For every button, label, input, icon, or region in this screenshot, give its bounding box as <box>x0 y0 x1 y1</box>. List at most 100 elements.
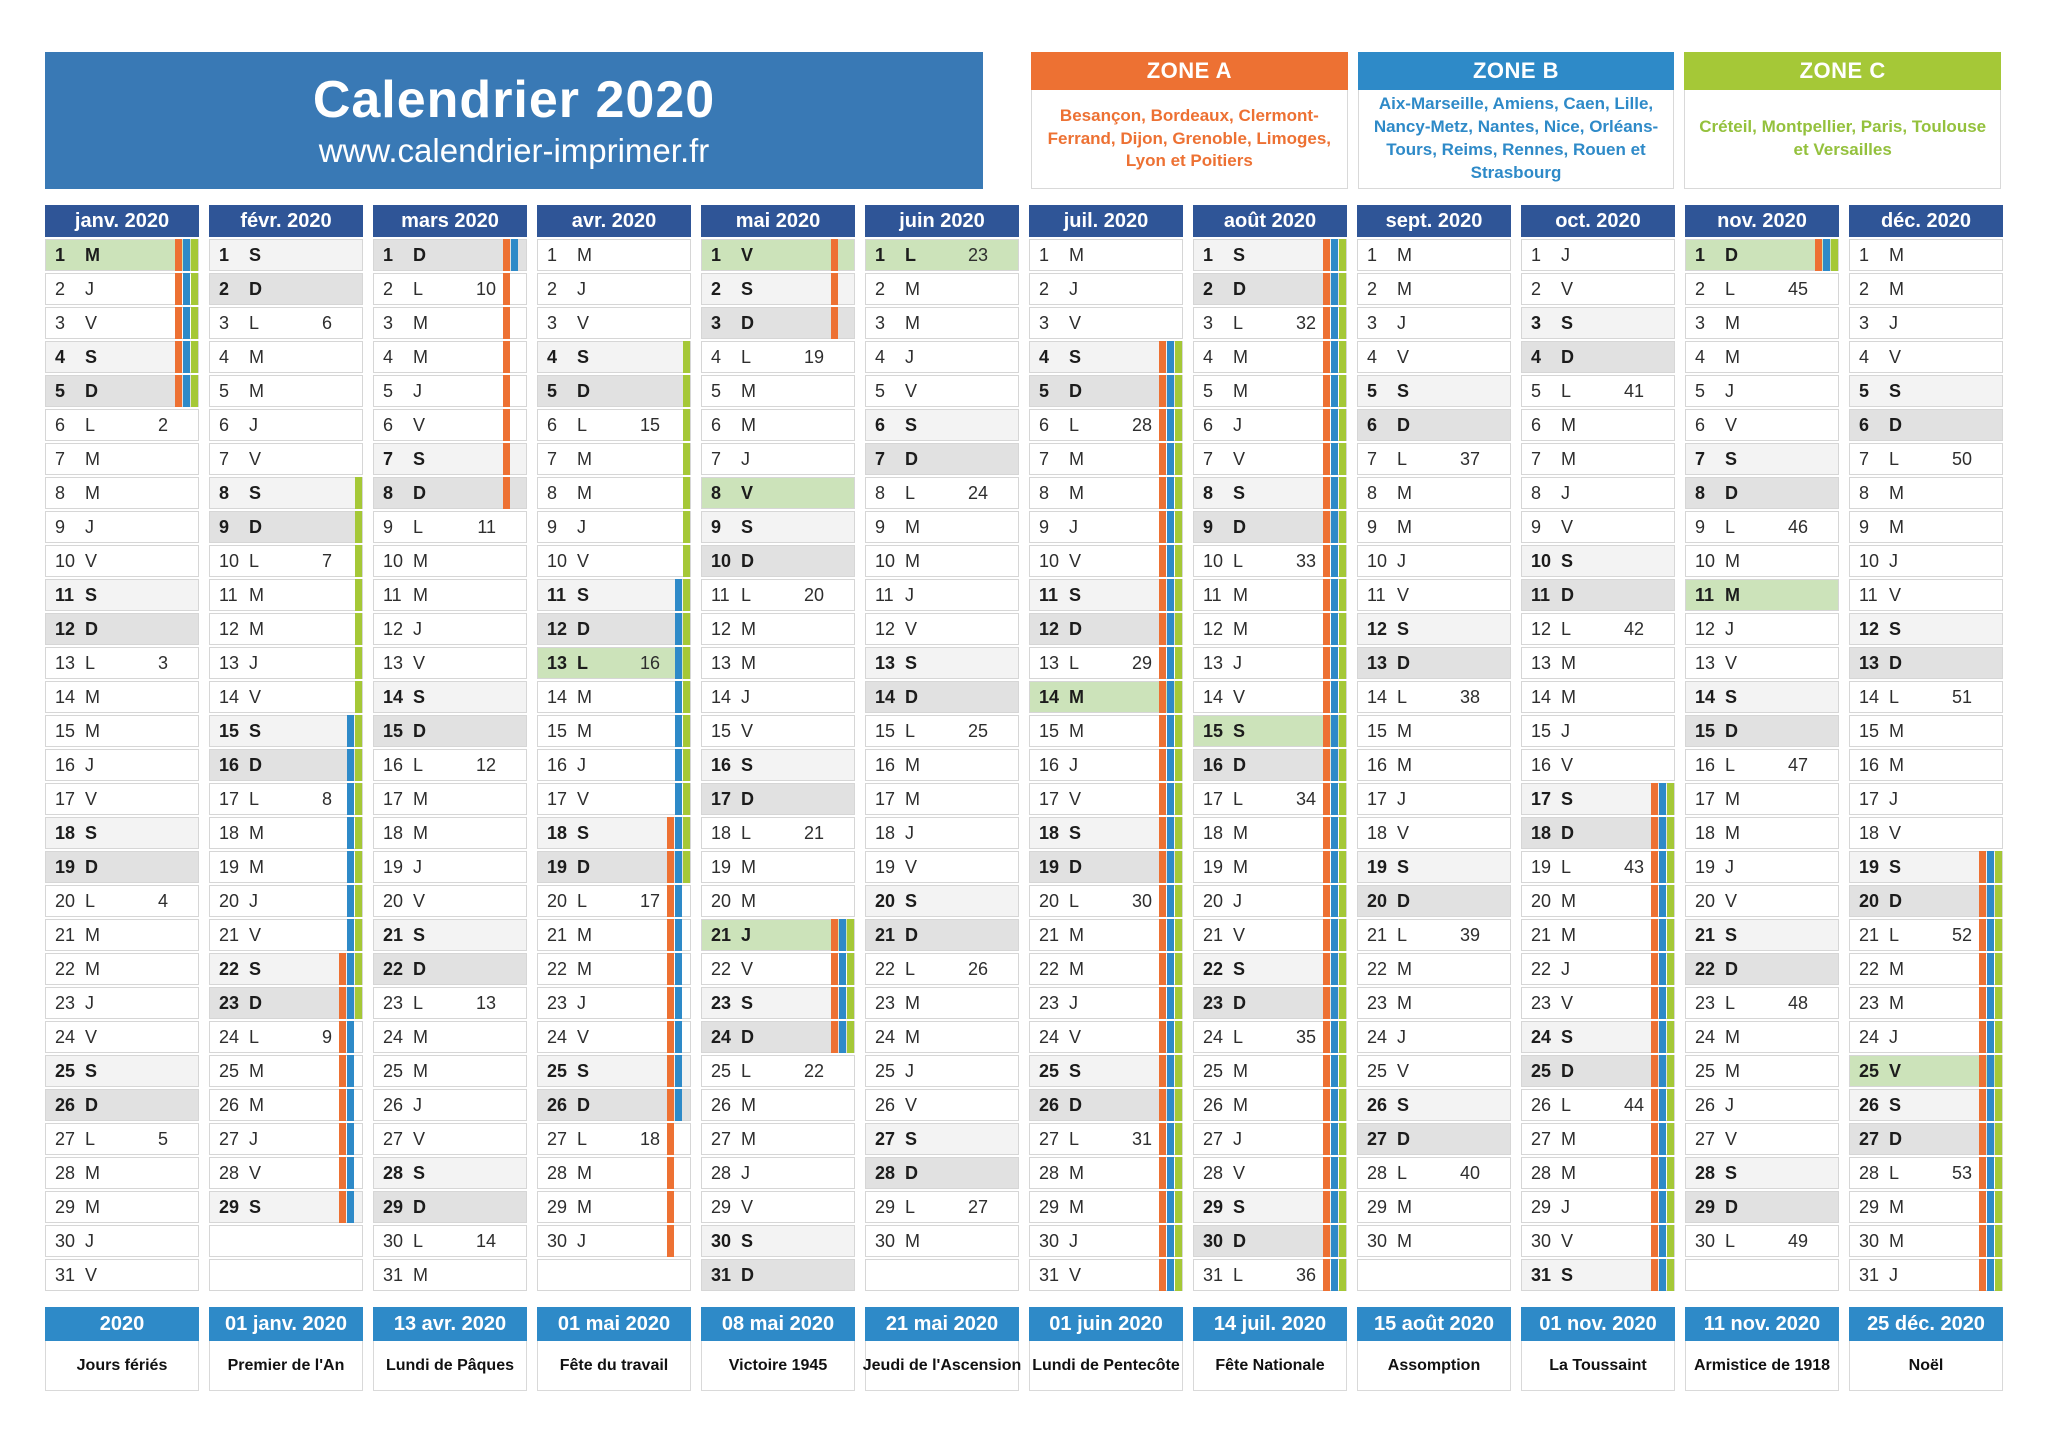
day-letter: J <box>1561 244 1570 265</box>
day-cell: 23 J <box>537 987 691 1019</box>
day-letter: M <box>413 822 428 843</box>
day-cell: 24 J <box>1849 1021 2003 1053</box>
day-number: 22 <box>711 958 732 979</box>
vacation-stripe-zone-c <box>1339 545 1346 577</box>
week-number: 25 <box>967 720 988 741</box>
vacation-stripe-zone-c <box>1667 987 1674 1019</box>
day-number: 29 <box>547 1196 568 1217</box>
day-letter: D <box>85 618 98 639</box>
vacation-stripe-zone-a <box>1159 1123 1166 1155</box>
day-number: 26 <box>1039 1094 1060 1115</box>
vacation-stripe-zone-c <box>1995 1157 2002 1189</box>
day-number: 22 <box>1695 958 1716 979</box>
month-column: mai 2020 1 V 2 S 3 D 4 L 19 5 M 6 M 7 J 8 V 9 S 10 D 11 L 20 12 M 1… <box>701 205 855 1293</box>
day-cell: 24 M <box>373 1021 527 1053</box>
day-letter: M <box>1233 346 1248 367</box>
zone-title: ZONE B <box>1357 52 1675 90</box>
day-letter: J <box>1889 1264 1898 1285</box>
day-letter: S <box>85 822 98 843</box>
day-letter: M <box>1725 1026 1740 1047</box>
day-letter: M <box>1725 312 1740 333</box>
day-letter: S <box>1725 924 1738 945</box>
day-letter: J <box>577 992 586 1013</box>
day-cell: 14 V <box>209 681 363 713</box>
day-number: 25 <box>1531 1060 1552 1081</box>
holiday-date: 25 déc. 2020 <box>1849 1307 2003 1341</box>
vacation-stripe-zone-a <box>667 1123 674 1155</box>
day-letter: M <box>413 1264 428 1285</box>
zone-title: ZONE C <box>1684 52 2002 90</box>
vacation-stripe-zone-b <box>1331 511 1338 543</box>
vacation-stripe-zone-a <box>831 307 838 339</box>
day-cell: 28 S <box>373 1157 527 1189</box>
vacation-stripe-zone-c <box>1339 1021 1346 1053</box>
week-number: 32 <box>1295 312 1316 333</box>
day-letter: L <box>1069 1128 1080 1149</box>
day-letter: V <box>413 1128 426 1149</box>
day-letter: D <box>1233 516 1246 537</box>
day-number: 26 <box>55 1094 76 1115</box>
day-letter: D <box>1069 618 1082 639</box>
day-letter: L <box>741 346 752 367</box>
holiday-box: 21 mai 2020 Jeudi de l'Ascension <box>863 1307 1021 1391</box>
day-number: 23 <box>547 992 568 1013</box>
week-number: 42 <box>1623 618 1644 639</box>
vacation-stripe-zone-c <box>355 715 362 747</box>
day-letter: V <box>1233 924 1246 945</box>
day-cell: 13 V <box>1685 647 1839 679</box>
vacation-stripe-zone-a <box>1323 1191 1330 1223</box>
day-cell: 24 L 9 <box>209 1021 363 1053</box>
month-column: déc. 2020 1 M 2 M 3 J 4 V 5 S 6 D 7 L 50 8 M 9 M 10 J 11 V 12 S 13… <box>1849 205 2003 1293</box>
vacation-stripe-zone-c <box>1339 1123 1346 1155</box>
vacation-stripe-zone-c <box>355 817 362 849</box>
day-number: 23 <box>1203 992 1224 1013</box>
day-cell: 14 L 38 <box>1357 681 1511 713</box>
day-letter: D <box>413 958 426 979</box>
day-letter: L <box>413 516 424 537</box>
day-cell: 30 L 49 <box>1685 1225 1839 1257</box>
day-cell: 18 M <box>373 817 527 849</box>
day-number: 20 <box>1859 890 1880 911</box>
day-number: 31 <box>1859 1264 1880 1285</box>
vacation-stripe-zone-a <box>1159 953 1166 985</box>
day-letter: J <box>1069 992 1078 1013</box>
vacation-stripe-zone-b <box>675 919 682 951</box>
day-cell: 29 M <box>1357 1191 1511 1223</box>
vacation-stripe-zone-b <box>183 307 190 339</box>
day-cell: 23 J <box>1029 987 1183 1019</box>
day-letter: V <box>1561 992 1574 1013</box>
day-cell: 16 M <box>865 749 1019 781</box>
day-cell: 23 D <box>1193 987 1347 1019</box>
vacation-stripe-zone-a <box>831 239 838 271</box>
week-number: 34 <box>1295 788 1316 809</box>
day-cell: 15 V <box>701 715 855 747</box>
vacation-stripe-zone-c <box>1339 647 1346 679</box>
day-number: 19 <box>1367 856 1388 877</box>
vacation-stripe-zone-a <box>1159 375 1166 407</box>
week-number: 11 <box>477 516 496 537</box>
day-letter: J <box>413 1094 422 1115</box>
vacation-stripe-zone-b <box>1331 817 1338 849</box>
vacation-stripe-zone-c <box>355 545 362 577</box>
day-letter: M <box>1889 992 1904 1013</box>
day-letter: M <box>905 516 920 537</box>
vacation-stripe-zone-a <box>667 953 674 985</box>
month-column: juil. 2020 1 M 2 J 3 V 4 S 5 D 6 L 28 7 M 8 M 9 J 10 V 11 S 12 D 1… <box>1029 205 1183 1293</box>
vacation-stripe-zone-b <box>183 239 190 271</box>
vacation-stripe-zone-c <box>1995 919 2002 951</box>
day-cell: 23 V <box>1521 987 1675 1019</box>
day-letter: L <box>577 890 588 911</box>
day-letter: D <box>249 992 262 1013</box>
vacation-stripe-zone-c <box>1995 1191 2002 1223</box>
vacation-stripe-zone-b <box>1167 885 1174 917</box>
day-letter: V <box>1561 516 1574 537</box>
day-number: 18 <box>383 822 404 843</box>
day-number: 1 <box>219 244 230 265</box>
day-number: 10 <box>55 550 76 571</box>
day-letter: L <box>1233 1264 1244 1285</box>
